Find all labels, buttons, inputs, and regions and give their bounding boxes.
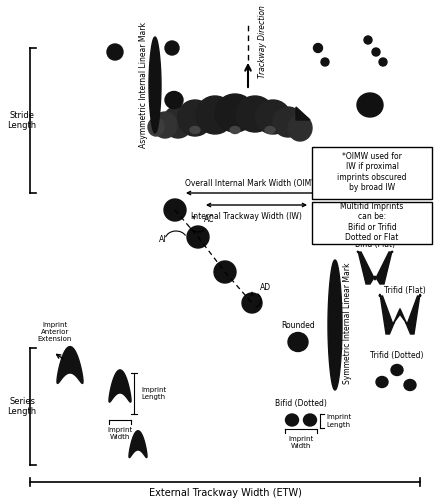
Ellipse shape <box>187 226 209 248</box>
Polygon shape <box>149 37 161 133</box>
Text: Symmetric Internal Linear Mark: Symmetric Internal Linear Mark <box>344 262 352 384</box>
Text: Internal Trackway Width (IW): Internal Trackway Width (IW) <box>191 212 302 221</box>
Ellipse shape <box>357 93 383 117</box>
Text: Asymmetric Internal Linear Mark: Asymmetric Internal Linear Mark <box>138 22 147 148</box>
Ellipse shape <box>190 126 200 134</box>
FancyBboxPatch shape <box>312 202 432 244</box>
Text: AD: AD <box>260 283 271 292</box>
Polygon shape <box>57 346 83 384</box>
Ellipse shape <box>148 118 164 136</box>
Ellipse shape <box>177 100 213 136</box>
Ellipse shape <box>215 94 255 132</box>
Text: Rounded: Rounded <box>281 321 315 330</box>
Ellipse shape <box>285 414 299 426</box>
Text: Multifid Imprints
can be:
Bifid or Trifid
Dotted or Flat: Multifid Imprints can be: Bifid or Trifi… <box>340 202 404 242</box>
Text: *OIMW used for
IW if proximal
imprints obscured
by broad IW: *OIMW used for IW if proximal imprints o… <box>337 152 407 192</box>
Ellipse shape <box>303 414 317 426</box>
Ellipse shape <box>214 261 236 283</box>
Ellipse shape <box>236 96 274 132</box>
Polygon shape <box>328 260 342 390</box>
Ellipse shape <box>314 44 322 52</box>
Text: Stride
Length: Stride Length <box>7 111 37 130</box>
Text: External Trackway Width (ETW): External Trackway Width (ETW) <box>149 488 302 498</box>
Text: Trifid (Dotted): Trifid (Dotted) <box>370 351 424 360</box>
Polygon shape <box>379 294 421 334</box>
Ellipse shape <box>391 364 403 376</box>
Text: AI: AI <box>158 236 166 244</box>
Ellipse shape <box>379 58 387 66</box>
Ellipse shape <box>376 376 388 388</box>
Ellipse shape <box>364 36 372 44</box>
Text: Or*: Or* <box>313 210 325 216</box>
Text: Trifid (Flat): Trifid (Flat) <box>384 286 426 295</box>
Ellipse shape <box>230 126 240 134</box>
Ellipse shape <box>404 380 416 390</box>
Ellipse shape <box>273 107 303 137</box>
Ellipse shape <box>164 199 186 221</box>
Polygon shape <box>357 251 393 284</box>
Ellipse shape <box>165 41 179 55</box>
Ellipse shape <box>165 92 183 108</box>
Ellipse shape <box>372 48 380 56</box>
Ellipse shape <box>153 112 177 138</box>
Ellipse shape <box>107 44 123 60</box>
Text: Imprint
Length: Imprint Length <box>141 387 166 400</box>
Text: Trackway Direction: Trackway Direction <box>258 6 267 78</box>
Text: Series
Length: Series Length <box>7 397 37 416</box>
Ellipse shape <box>196 96 234 134</box>
Text: Bifid (Flat): Bifid (Flat) <box>355 240 395 249</box>
Polygon shape <box>129 431 147 458</box>
Text: Imprint
Length: Imprint Length <box>326 414 351 428</box>
Text: Imprint
Width: Imprint Width <box>107 427 133 440</box>
Text: Bifid (Dotted): Bifid (Dotted) <box>275 399 327 408</box>
Ellipse shape <box>265 126 275 134</box>
FancyBboxPatch shape <box>312 147 432 199</box>
Text: AC: AC <box>204 216 214 224</box>
Ellipse shape <box>242 293 262 313</box>
Polygon shape <box>296 107 310 120</box>
Text: Overall Internal Mark Width (OIMW): Overall Internal Mark Width (OIMW) <box>185 179 321 188</box>
Text: Imprint
Width: Imprint Width <box>288 436 314 449</box>
Ellipse shape <box>255 100 291 134</box>
Polygon shape <box>109 370 131 402</box>
Ellipse shape <box>321 58 329 66</box>
Ellipse shape <box>288 332 308 351</box>
Ellipse shape <box>288 115 312 141</box>
Ellipse shape <box>163 106 193 138</box>
Text: Imprint
Anterior
Extension: Imprint Anterior Extension <box>38 322 72 342</box>
